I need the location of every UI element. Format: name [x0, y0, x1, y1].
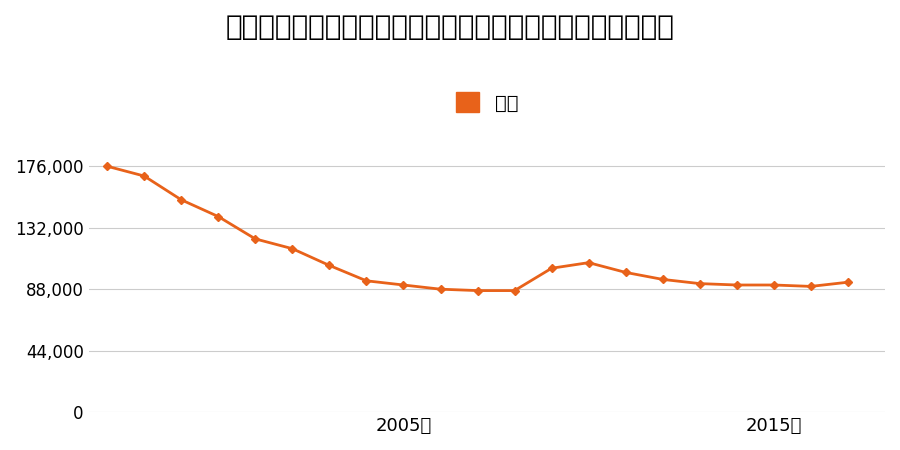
Text: 千葉県千葉市若葉区小倉台１丁目１０３６番９３の地価推移: 千葉県千葉市若葉区小倉台１丁目１０３６番９３の地価推移	[226, 14, 674, 41]
Legend: 価格: 価格	[448, 84, 526, 121]
